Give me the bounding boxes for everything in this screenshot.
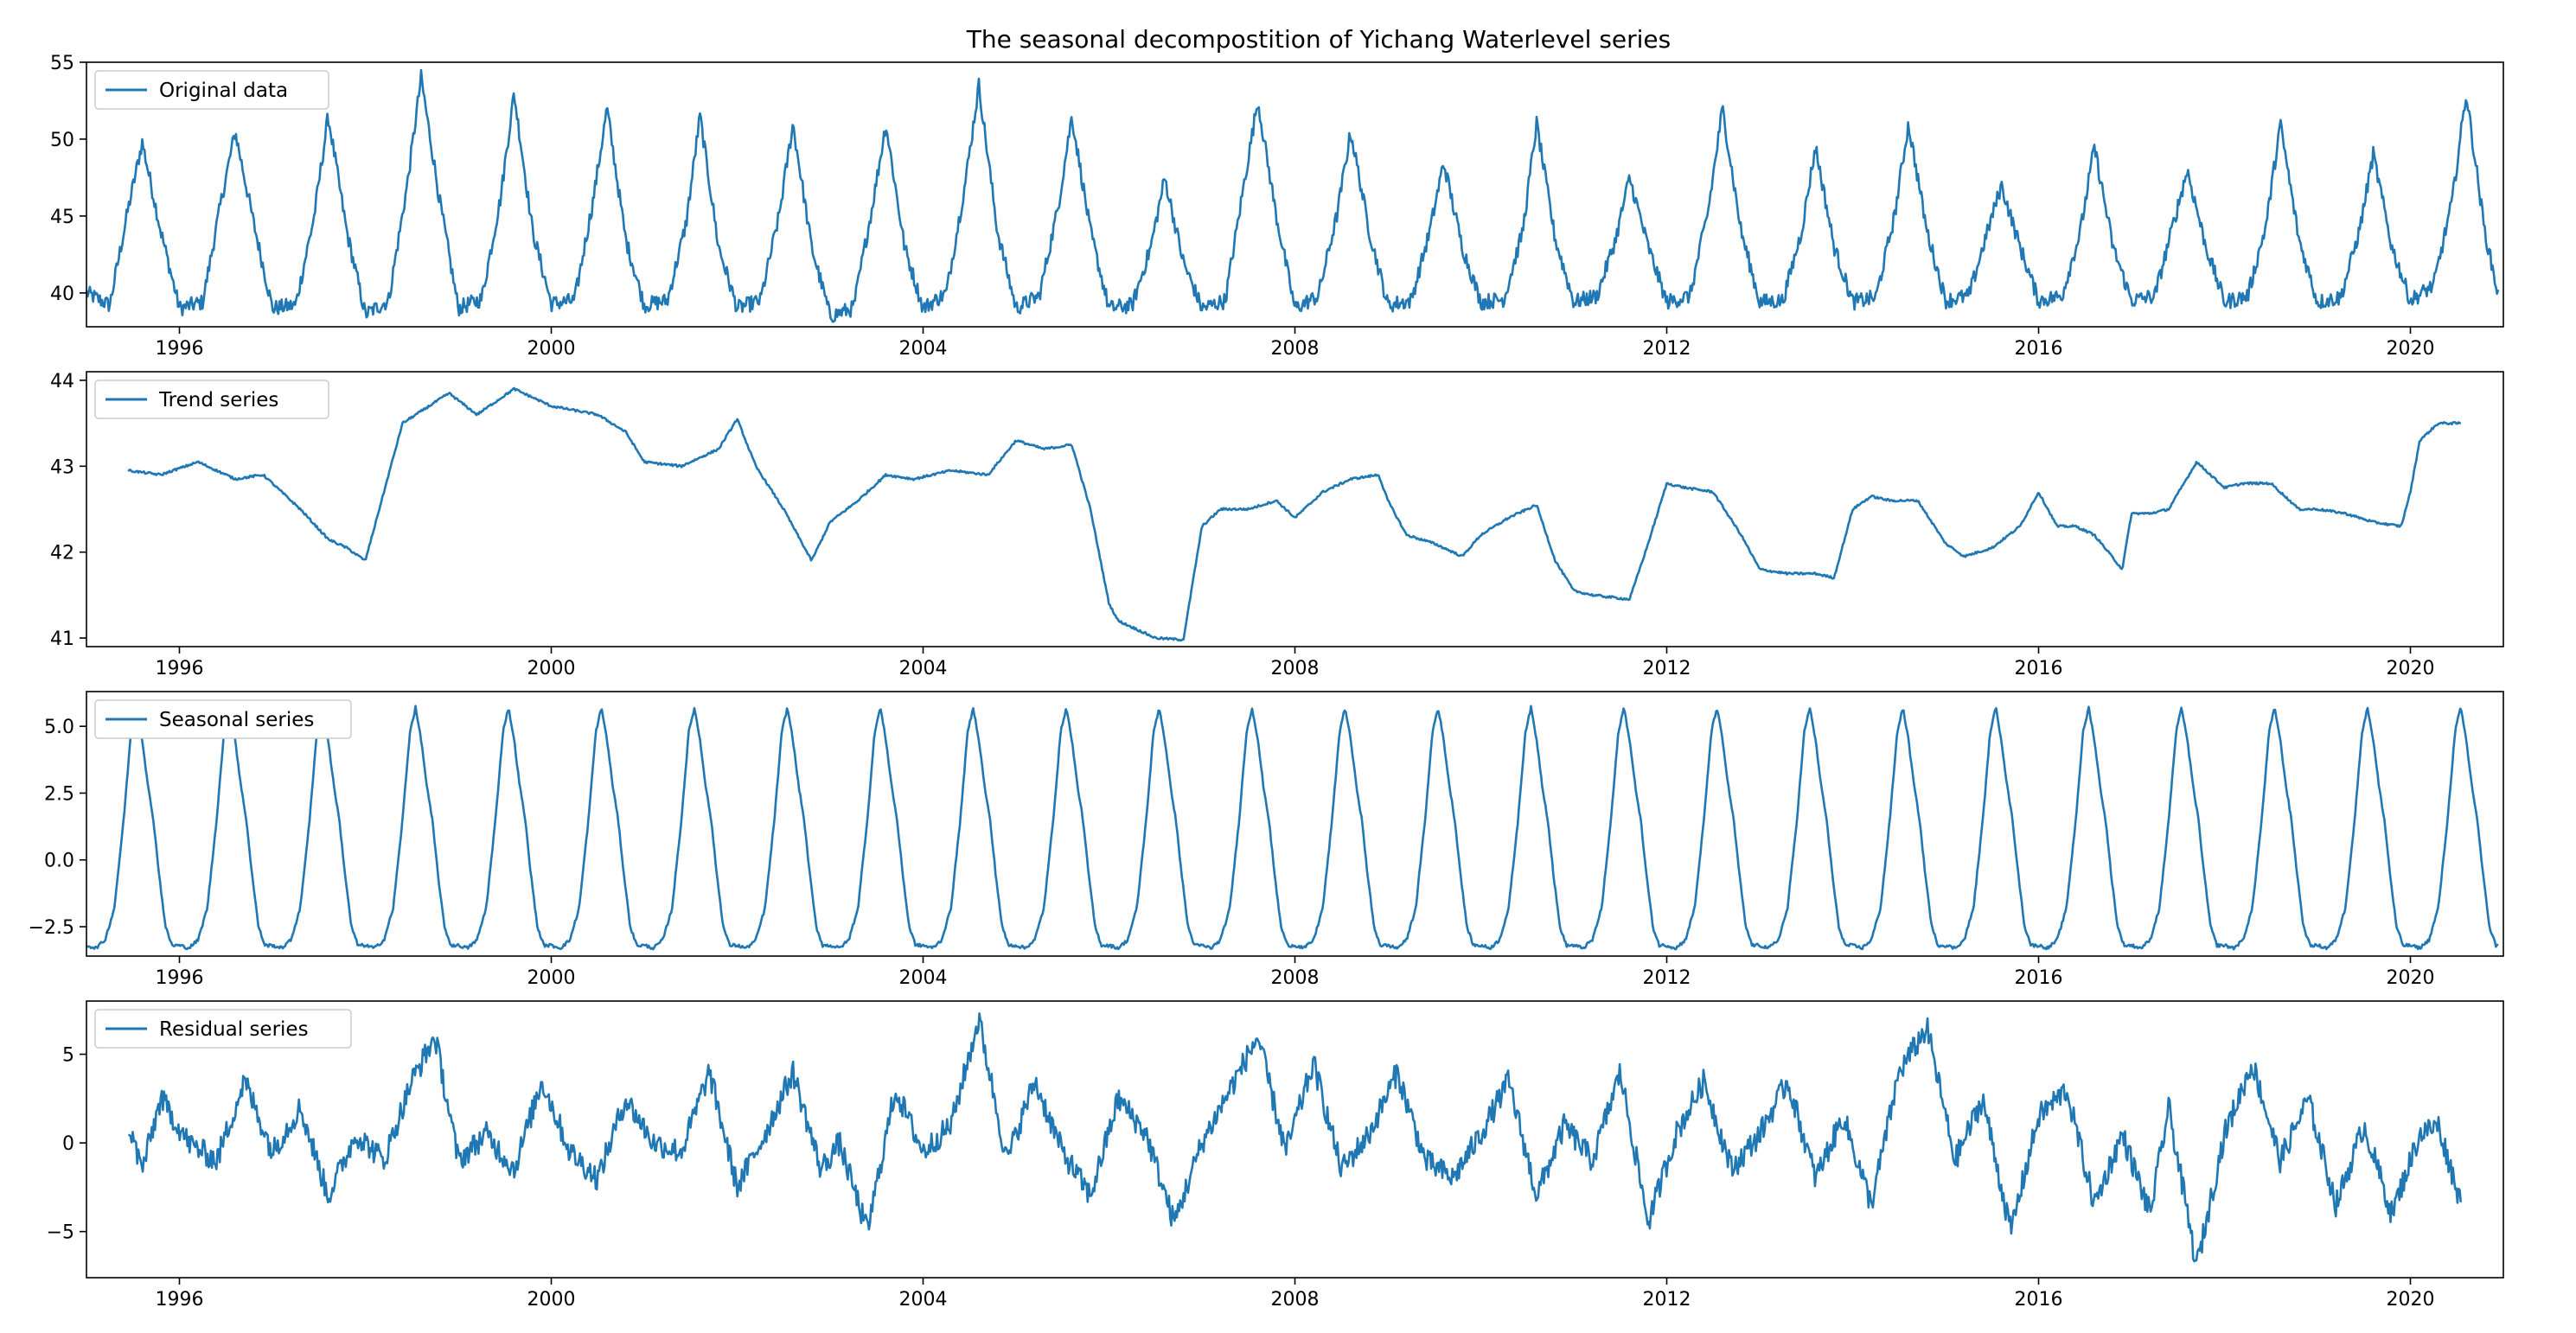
subplot-seasonal: 1996 2000 2004 2008 2012 2016 2020 −2.5 0.0 2.5 5.… [29,691,2504,989]
y-tick-label: 42 [50,543,74,564]
y-tick-label: 40 [50,284,74,305]
x-tick-label: 2020 [2387,658,2435,679]
y-tick-label: 50 [50,130,74,151]
y-tick-label: 55 [50,53,74,74]
x-tick-label: 2012 [1643,967,1691,989]
series-line-residual [128,1012,2463,1263]
y-tick-label: 41 [50,628,74,650]
legend-box [94,699,352,739]
x-tick-label: 2016 [2015,338,2063,360]
x-tick-label: 2020 [2387,1289,2435,1311]
x-tick-label: 2012 [1643,338,1691,360]
y-tick-label: 0.0 [44,851,74,872]
legend-trend: Trend series [94,379,329,419]
series-line-trend [127,386,2462,642]
legend-original: Original data [94,70,329,110]
y-tick-label: 5 [62,1045,74,1067]
y-tick-label: 44 [50,371,74,392]
legend-label: Trend series [158,389,278,411]
x-tick-label: 2020 [2387,338,2435,360]
legend-label: Seasonal series [159,709,314,731]
x-tick-label: 2000 [527,1289,576,1311]
legend-box [94,379,329,419]
legend-label: Residual series [159,1018,309,1041]
figure-title: The seasonal decompostition of Yichang W… [966,25,1672,54]
x-tick-label: 1996 [156,338,204,360]
legend-residual: Residual series [94,1009,352,1049]
x-tick-label: 1996 [156,967,204,989]
x-tick-label: 2016 [2015,967,2063,989]
x-tick-label: 2008 [1271,967,1320,989]
y-tick-label: 43 [50,456,74,478]
x-tick-label: 2004 [899,338,948,360]
x-tick-label: 2008 [1271,338,1320,360]
subplot-original: 1996 2000 2004 2008 2012 2016 2020 40 45 50 55 Orig… [50,53,2504,360]
x-tick-label: 2016 [2015,658,2063,679]
x-tick-label: 2008 [1271,658,1320,679]
x-tick-label: 2000 [527,338,576,360]
legend-box [94,1009,352,1049]
x-tick-label: 2004 [899,658,948,679]
y-tick-label: 2.5 [44,783,74,805]
x-tick-label: 2016 [2015,1289,2063,1311]
series-line-seasonal [86,705,2499,951]
subplot-residual: 1996 2000 2004 2008 2012 2016 2020 −5 0 5 Residual… [47,1000,2504,1311]
y-tick-label: −2.5 [29,917,74,939]
x-tick-label: 2008 [1271,1289,1320,1311]
x-tick-label: 2012 [1643,658,1691,679]
x-tick-label: 2004 [899,1289,948,1311]
legend-seasonal: Seasonal series [94,699,352,739]
x-tick-label: 2012 [1643,1289,1691,1311]
x-tick-label: 1996 [156,1289,204,1311]
y-tick-label: −5 [47,1222,74,1244]
legend-label: Original data [159,80,288,102]
legend-box [94,70,329,110]
y-tick-label: 45 [50,207,74,228]
series-line-original [86,68,2500,323]
x-tick-label: 2020 [2387,967,2435,989]
subplot-stack: 1996 2000 2004 2008 2012 2016 202040455055Orig… [29,53,2504,1311]
x-tick-label: 2004 [899,967,948,989]
y-tick-label: 5.0 [44,717,74,738]
x-tick-label: 2000 [527,967,576,989]
x-tick-label: 2000 [527,658,576,679]
subplot-trend: 1996 2000 2004 2008 2012 2016 2020 41 42 43 44 Tren… [50,371,2504,679]
x-tick-label: 1996 [156,658,204,679]
y-tick-label: 0 [62,1133,74,1155]
